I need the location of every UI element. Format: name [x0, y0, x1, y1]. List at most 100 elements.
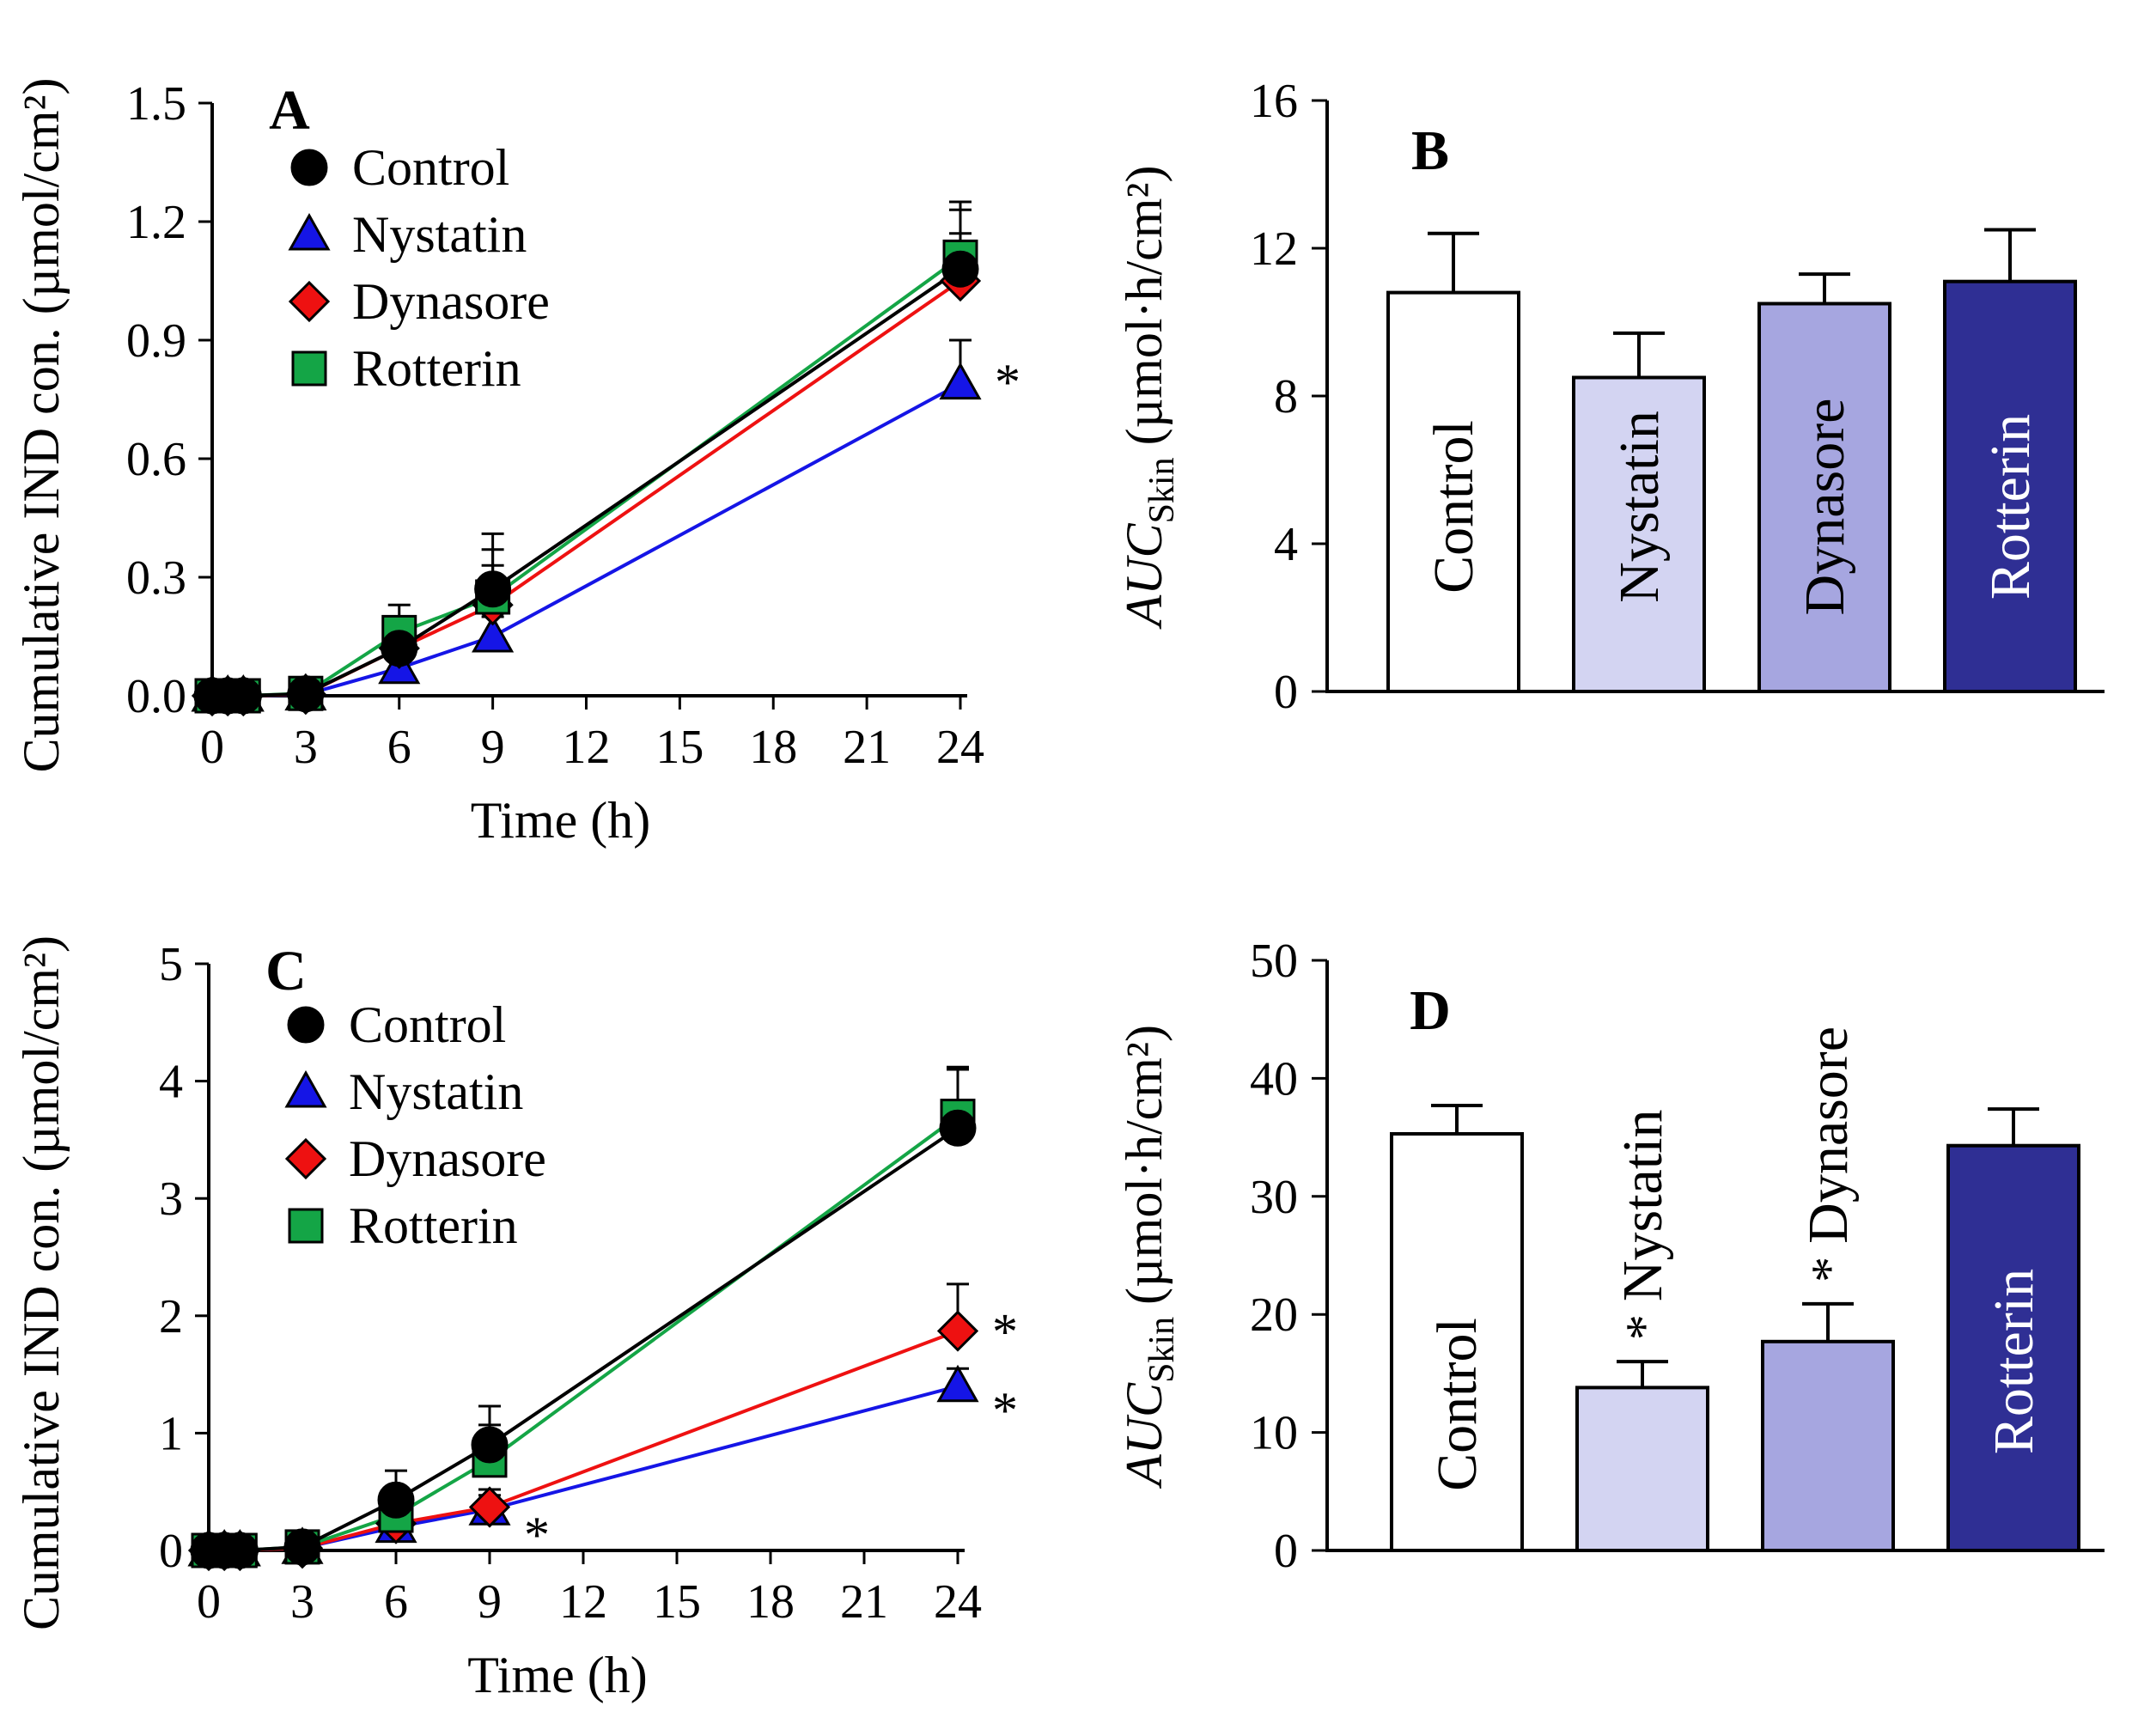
y-axis-label-main: AUC: [1116, 1382, 1173, 1489]
significance-asterisk: *: [992, 1382, 1018, 1439]
y-tick-label: 1.2: [126, 196, 186, 249]
legend-marker-control: [290, 149, 328, 186]
y-tick-label: 1: [159, 1407, 183, 1460]
x-tick-label: 12: [559, 1575, 607, 1629]
series-line-dynasore: [209, 1329, 959, 1552]
y-tick-label: 0: [1274, 666, 1298, 719]
x-tick-label: 18: [746, 1575, 795, 1629]
legend-marker-rotterin: [288, 1208, 324, 1244]
x-tick-label: 21: [843, 721, 891, 774]
x-tick-label: 18: [749, 721, 797, 774]
legend-label-control: Control: [349, 996, 506, 1053]
x-tick-label: 3: [290, 1575, 314, 1629]
bar-label-rotterin: Rotterin: [1983, 1269, 2045, 1454]
y-tick-label: 12: [1250, 222, 1298, 276]
x-tick-label: 0: [200, 721, 224, 774]
x-tick-label: 24: [934, 1575, 982, 1629]
legend-label-dynasore: Dynasore: [352, 273, 550, 330]
y-tick-label: 8: [1274, 370, 1298, 423]
series-line-control: [212, 267, 962, 697]
y-axis-label-subscript: Skin: [1142, 1317, 1182, 1383]
y-tick-label: 3: [159, 1173, 183, 1226]
bar-dynasore: [1761, 1339, 1895, 1552]
data-point-control: [381, 630, 418, 667]
x-axis-label: Time (h): [467, 1647, 647, 1703]
legend-marker-control: [287, 1006, 325, 1044]
x-tick-label: 9: [478, 1575, 502, 1629]
panel-a-line-chart: 0 3 6 9 12 15 18 21 24 0.0 0.3 0.6 0.9 1.2 1.5 Time (h)…: [13, 77, 1020, 849]
bar-label-nystatin: Nystatin: [1608, 411, 1671, 603]
bar-label-dynasore: Dynasore: [1797, 1026, 1860, 1244]
significance-asterisk: *: [992, 1304, 1018, 1361]
y-tick-label: 50: [1250, 935, 1298, 988]
y-tick-label: 10: [1250, 1407, 1298, 1460]
panel-label: A: [269, 79, 310, 142]
data-point-control: [474, 570, 512, 608]
x-tick-label: 3: [294, 721, 318, 774]
bar-label-dynasore: Dynasore: [1794, 399, 1856, 616]
legend-marker-nystatin: [288, 212, 331, 251]
x-tick-label: 6: [387, 721, 411, 774]
y-axis-label: AUCSkin (µmol·h/cm²): [1116, 166, 1182, 630]
x-tick-label: 24: [936, 721, 984, 774]
legend-marker-nystatin: [284, 1069, 327, 1108]
series-line-rotterin: [212, 255, 962, 697]
significance-asterisk: *: [995, 354, 1020, 411]
bar-label-control: Control: [1422, 420, 1485, 594]
x-tick-label: 21: [840, 1575, 888, 1629]
x-tick-label: 15: [655, 721, 704, 774]
panel-b-bar-chart: 0 4 8 12 16 AUCSkin (µmol·h/cm²) B Control Nystat…: [1116, 75, 2105, 719]
y-tick-label: 2: [159, 1290, 183, 1343]
y-tick-label: 0.3: [126, 551, 186, 605]
bar-control: [1390, 1131, 1524, 1553]
y-axis-label: AUCSkin (µmol·h/cm²): [1116, 1025, 1182, 1489]
series-line-control: [209, 1126, 959, 1552]
bar-control: [1386, 290, 1520, 693]
x-tick-label: 15: [653, 1575, 701, 1629]
panel-label: B: [1411, 119, 1449, 182]
data-point-dynasore: [468, 1486, 511, 1528]
data-point-nystatin: [936, 1364, 979, 1403]
significance-asterisk: *: [524, 1507, 550, 1563]
legend-label-nystatin: Nystatin: [349, 1063, 523, 1120]
data-point-control: [941, 250, 979, 288]
y-tick-label: 20: [1250, 1288, 1298, 1342]
legend-label-nystatin: Nystatin: [352, 206, 527, 263]
y-tick-label: 0: [159, 1525, 183, 1578]
y-axis-label: Cumulative IND con. (µmol/cm²): [13, 935, 70, 1630]
y-tick-label: 16: [1250, 75, 1298, 128]
panel-label: C: [265, 940, 307, 1002]
x-tick-label: 9: [481, 721, 505, 774]
data-point-dynasore: [936, 1310, 979, 1352]
y-tick-label: 4: [159, 1056, 183, 1109]
bar-nystatin: [1572, 375, 1706, 693]
data-point-control: [224, 677, 262, 715]
y-tick-label: 5: [159, 938, 183, 991]
significance-asterisk: *: [1616, 1314, 1672, 1340]
legend-marker-rotterin: [291, 350, 327, 387]
y-axis-label-unit: (µmol·h/cm²): [1116, 166, 1173, 446]
legend-marker-dynasore: [284, 1137, 327, 1180]
data-point-control: [939, 1109, 977, 1147]
y-axis-label: Cumulative IND con. (µmol/cm²): [13, 77, 70, 772]
bar-label-rotterin: Rotterin: [1979, 414, 2042, 600]
data-point-control: [471, 1426, 509, 1464]
bar-rotterin: [1943, 279, 2077, 693]
series-line-dynasore: [212, 279, 962, 697]
bar-label-nystatin: Nystatin: [1611, 1110, 1674, 1302]
y-tick-label: 4: [1274, 518, 1298, 571]
y-axis-label-unit: (µmol·h/cm²): [1116, 1025, 1173, 1305]
data-point-control: [287, 675, 325, 713]
legend-label-dynasore: Dynasore: [349, 1130, 546, 1187]
legend-label-control: Control: [352, 139, 509, 196]
data-point-control: [377, 1481, 415, 1519]
y-axis-label-subscript: Skin: [1142, 457, 1182, 523]
x-tick-label: 12: [563, 721, 611, 774]
y-tick-label: 0: [1274, 1525, 1298, 1578]
significance-asterisk: *: [1801, 1257, 1858, 1282]
data-point-control: [221, 1532, 259, 1569]
bar-label-control: Control: [1426, 1318, 1489, 1491]
y-tick-label: 0.6: [126, 433, 186, 486]
